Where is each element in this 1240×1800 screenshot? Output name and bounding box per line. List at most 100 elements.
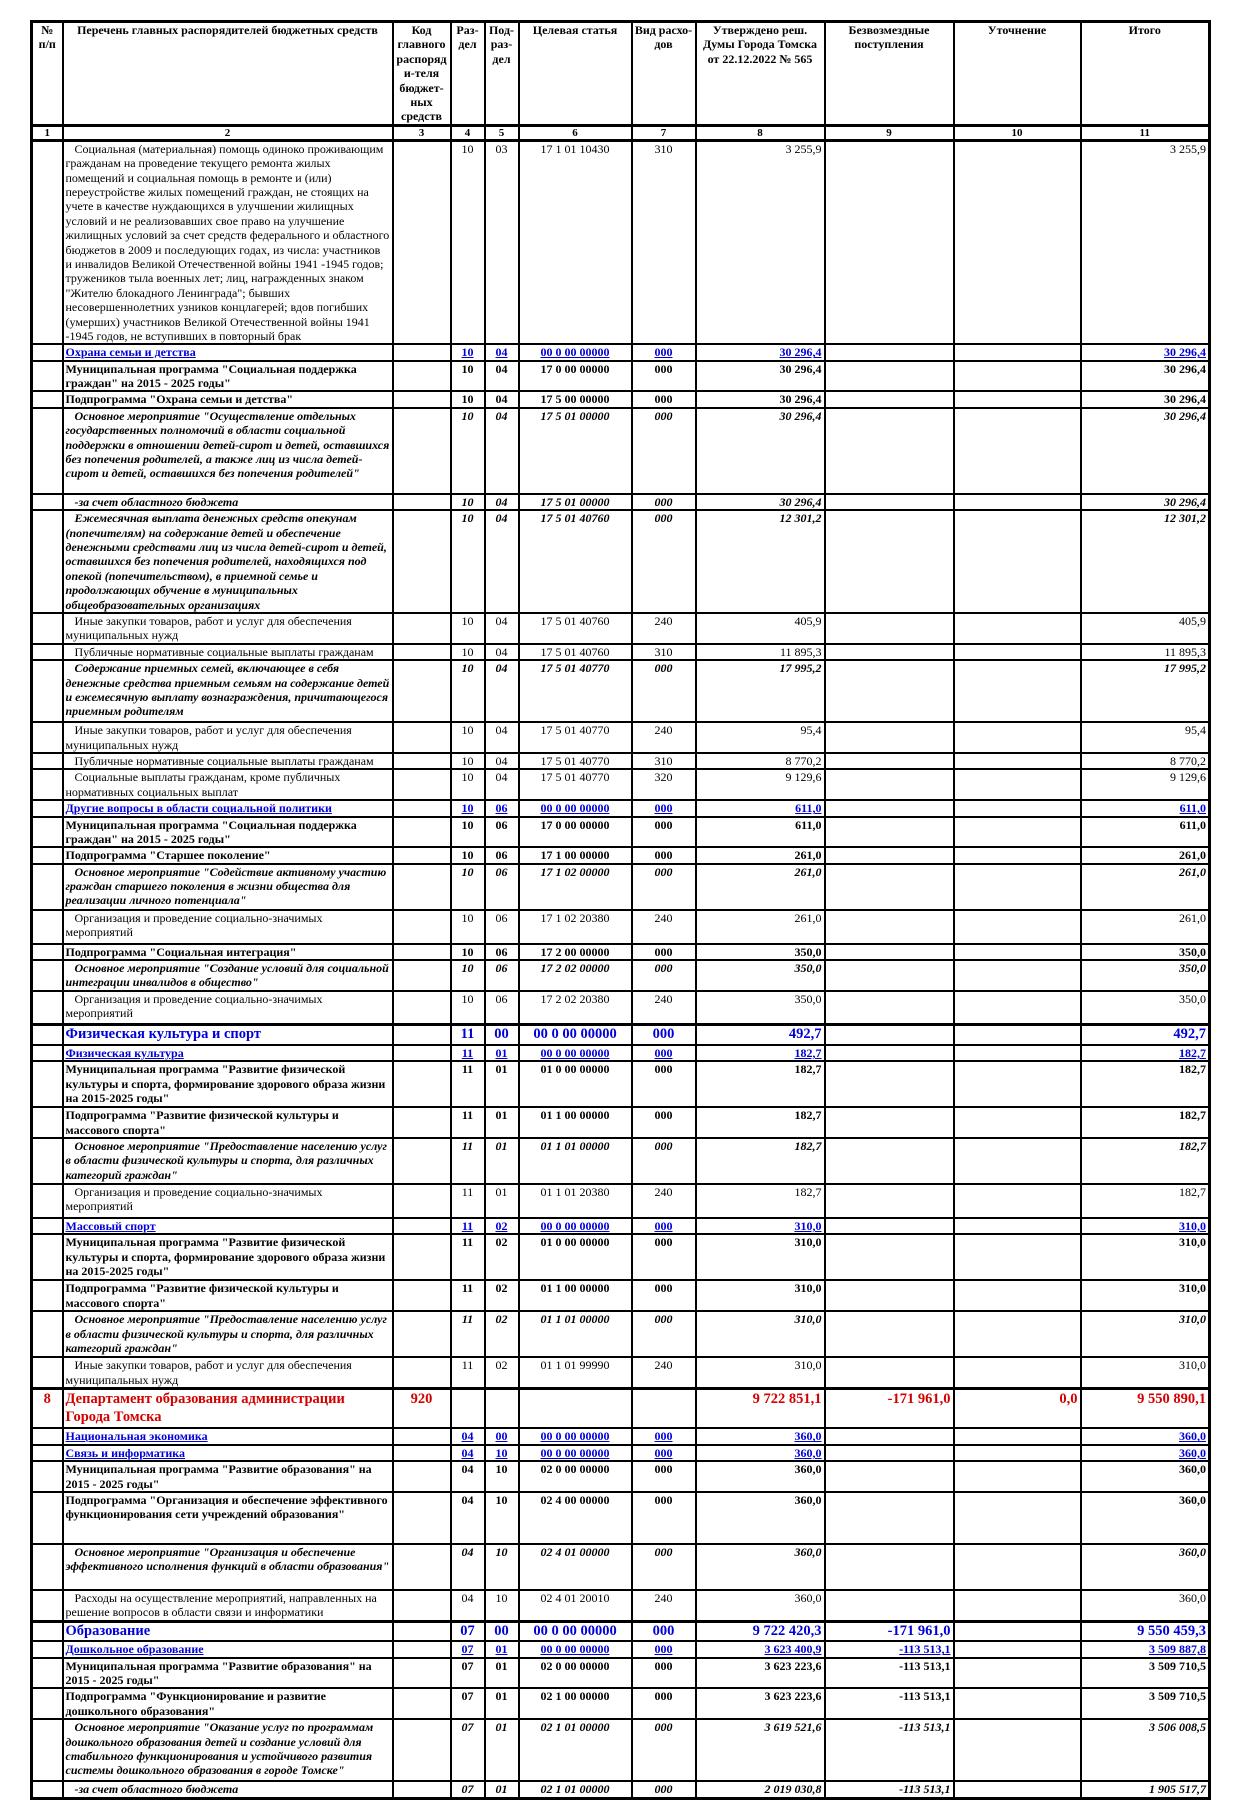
row-number-cell [30,1491,64,1546]
row-number-cell [30,1106,64,1140]
expense-type-cell: 000 [630,1718,697,1783]
podrazdel-cell: 00 [483,1023,520,1046]
approved-cell: 360,0 [694,1427,826,1446]
name-cell: Подпрограмма "Функционирование и развити… [61,1687,394,1721]
grbs-code-cell [391,492,452,512]
table-row: Организация и проведение социально-значи… [30,908,1211,945]
table-row: Муниципальная программа "Развитие физиче… [30,1233,1211,1282]
gratuitous-cell [823,1443,955,1463]
clarification-cell [952,1216,1082,1236]
target-article-cell: 17 5 01 40770 [517,768,633,802]
razdel-cell: 10 [449,751,486,771]
target-article-cell: 17 1 02 20380 [517,908,633,945]
name-cell: Национальная экономика [61,1427,394,1446]
target-article-cell: 17 5 00 00000 [517,390,633,409]
podrazdel-cell: 06 [483,815,520,849]
expense-type-cell: 310 [630,751,697,771]
podrazdel-cell: 02 [483,1356,520,1390]
name-cell: Подпрограмма "Охрана семьи и детства" [61,390,394,409]
podrazdel-cell: 10 [483,1543,520,1592]
target-article-cell: 01 1 01 20380 [517,1183,633,1220]
target-article-cell: 17 5 01 40770 [517,751,633,771]
header-approved: Утверждено реш. Думы Города Томска от 22… [694,20,826,127]
column-number: 1 [30,123,64,142]
grbs-code-cell [391,768,452,802]
expense-type-cell: 240 [630,1183,697,1220]
grbs-code-cell [391,1543,452,1592]
approved-cell: 350,0 [694,959,826,992]
clarification-cell [952,862,1082,911]
row-number-cell [30,1656,64,1690]
approved-cell: 261,0 [694,908,826,945]
total-cell: 3 255,9 [1079,139,1211,346]
podrazdel-cell: 10 [483,1443,520,1463]
budget-document-sheet: № п/п Перечень главных распорядителей бю… [30,20,1211,1800]
total-cell: 261,0 [1079,862,1211,911]
row-number-cell [30,846,64,865]
table-row: -за счет областного бюджета 10 04 17 5 01 0… [30,492,1211,512]
total-cell: 8 770,2 [1079,751,1211,771]
gratuitous-cell [823,1356,955,1390]
table-row: Другие вопросы в области социальной поли… [30,799,1211,818]
table-row: Содержание приемных семей, включающее в … [30,659,1211,724]
gratuitous-cell [823,1589,955,1623]
clarification-cell [952,799,1082,818]
clarification-cell [952,1491,1082,1546]
grbs-code-cell [391,1310,452,1359]
total-cell: 30 296,4 [1079,343,1211,362]
grbs-code-cell [391,1443,452,1463]
grbs-code-cell [391,509,452,614]
gratuitous-cell [823,343,955,362]
row-number-cell [30,492,64,512]
total-cell: 350,0 [1079,989,1211,1026]
total-cell: 3 509 710,5 [1079,1687,1211,1721]
expense-type-cell: 240 [630,611,697,645]
grbs-code-cell [391,1060,452,1109]
target-article-cell: 01 1 01 00000 [517,1310,633,1359]
grbs-code-cell [391,908,452,945]
expense-type-cell: 240 [630,1356,697,1390]
grbs-code-cell [391,611,452,645]
expense-type-cell: 000 [630,1233,697,1282]
name-cell: -за счет областного бюджета [61,1780,394,1800]
razdel-cell: 07 [449,1780,486,1800]
name-cell: Организация и проведение социально-значи… [61,908,394,945]
column-number: 6 [517,123,633,142]
total-cell: 1 905 517,7 [1079,1780,1211,1800]
total-cell: 9 550 459,3 [1079,1620,1211,1643]
expense-type-cell: 000 [630,942,697,962]
gratuitous-cell: -113 513,1 [823,1640,955,1659]
podrazdel-cell: 00 [483,1427,520,1446]
column-numbers-row: 1 2 3 4 5 6 7 8 9 10 11 [30,123,1211,142]
row-number-cell [30,1023,64,1046]
approved-cell: 611,0 [694,799,826,818]
name-cell: Охрана семьи и детства [61,343,394,362]
razdel-cell: 10 [449,509,486,614]
podrazdel-cell: 01 [483,1687,520,1721]
gratuitous-cell [823,1279,955,1313]
header-gratuitous: Безвозмездные поступления [823,20,955,127]
row-number-cell [30,1310,64,1359]
gratuitous-cell: -113 513,1 [823,1780,955,1800]
approved-cell: 310,0 [694,1233,826,1282]
target-article-cell: 01 0 00 00000 [517,1233,633,1282]
podrazdel-cell: 01 [483,1137,520,1186]
target-article-cell: 00 0 00 00000 [517,1640,633,1659]
total-cell: 3 509 887,8 [1079,1640,1211,1659]
razdel-cell: 11 [449,1106,486,1140]
row-number-cell [30,815,64,849]
approved-cell: 310,0 [694,1216,826,1236]
table-row: Публичные нормативные социальные выплаты… [30,751,1211,771]
razdel-cell: 10 [449,659,486,724]
expense-type-cell: 000 [630,846,697,865]
name-cell: Публичные нормативные социальные выплаты… [61,642,394,662]
razdel-cell: 11 [449,1137,486,1186]
razdel-cell: 10 [449,611,486,645]
total-cell: 11 895,3 [1079,642,1211,662]
expense-type-cell: 000 [630,862,697,911]
expense-type-cell: 000 [630,359,697,393]
podrazdel-cell: 00 [483,1620,520,1643]
gratuitous-cell [823,1106,955,1140]
name-cell: Другие вопросы в области социальной поли… [61,799,394,818]
gratuitous-cell [823,1543,955,1592]
